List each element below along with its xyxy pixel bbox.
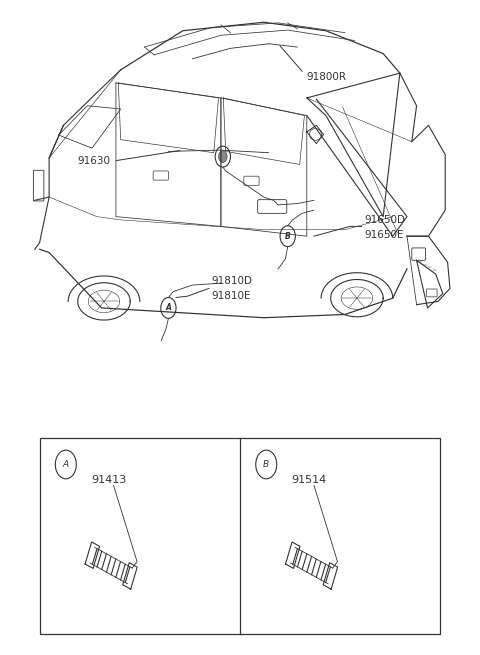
Text: 91650D: 91650D bbox=[364, 215, 405, 225]
Text: 91630: 91630 bbox=[78, 151, 180, 166]
Text: B: B bbox=[285, 232, 291, 240]
Text: B: B bbox=[263, 460, 269, 469]
Text: 91413: 91413 bbox=[91, 475, 126, 485]
Text: 91650E: 91650E bbox=[364, 230, 404, 240]
Text: A: A bbox=[63, 460, 69, 469]
Text: 91810D: 91810D bbox=[211, 276, 252, 286]
Bar bbox=[39, 438, 441, 634]
Circle shape bbox=[218, 151, 227, 162]
Text: A: A bbox=[166, 303, 171, 312]
Text: 91810E: 91810E bbox=[211, 291, 251, 301]
Text: 91800R: 91800R bbox=[280, 46, 347, 82]
Text: 91514: 91514 bbox=[291, 475, 327, 485]
